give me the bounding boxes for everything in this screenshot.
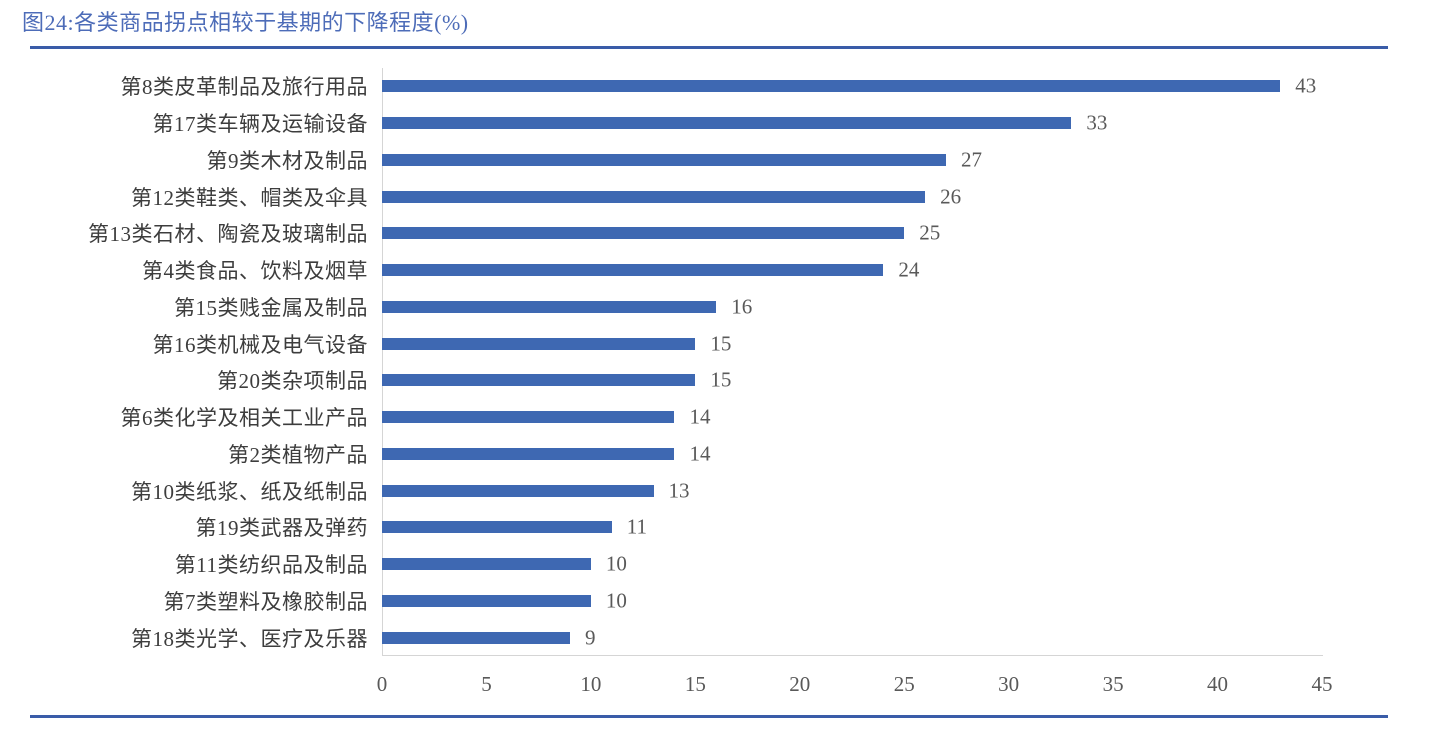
- bar-chart: 第8类皮革制品及旅行用品 43 第17类车辆及运输设备 33 第9类木材及制品 27 第12…: [0, 68, 1439, 718]
- bar-track: 26: [382, 178, 1322, 215]
- x-tick-label: 20: [789, 672, 811, 696]
- category-label: 第20类杂项制品: [217, 369, 368, 394]
- category-label: 第2类植物产品: [228, 442, 368, 467]
- x-tick-label: 10: [580, 672, 602, 696]
- chart-row: 第19类武器及弹药 11: [0, 509, 1439, 546]
- bar-track: 14: [382, 436, 1322, 473]
- category-label: 第19类武器及弹药: [195, 516, 368, 541]
- x-tick-label: 30: [998, 672, 1020, 696]
- top-divider: [30, 46, 1388, 49]
- bar: [382, 447, 675, 460]
- chart-row: 第6类化学及相关工业产品 14: [0, 399, 1439, 436]
- category-label: 第9类木材及制品: [206, 148, 368, 173]
- bar-track: 13: [382, 472, 1322, 509]
- bar: [382, 558, 591, 571]
- chart-row: 第13类石材、陶瓷及玻璃制品 25: [0, 215, 1439, 252]
- value-label: 14: [689, 404, 711, 429]
- value-label: 27: [961, 147, 982, 172]
- chart-row: 第11类纺织品及制品 10: [0, 546, 1439, 583]
- chart-row: 第10类纸浆、纸及纸制品 13: [0, 472, 1439, 509]
- chart-row: 第8类皮革制品及旅行用品 43: [0, 68, 1439, 105]
- value-label: 15: [710, 331, 732, 356]
- y-axis-line: [382, 68, 383, 656]
- value-label: 33: [1086, 110, 1108, 135]
- chart-row: 第20类杂项制品 15: [0, 362, 1439, 399]
- chart-row: 第16类机械及电气设备 15: [0, 325, 1439, 362]
- bar: [382, 374, 696, 387]
- category-label: 第12类鞋类、帽类及伞具: [131, 185, 368, 210]
- category-label: 第11类纺织品及制品: [174, 553, 368, 578]
- value-label: 15: [710, 367, 732, 392]
- chart-row: 第2类植物产品 14: [0, 436, 1439, 473]
- value-label: 43: [1295, 73, 1317, 98]
- category-label: 第17类车辆及运输设备: [152, 112, 368, 137]
- chart-row: 第9类木材及制品 27: [0, 142, 1439, 179]
- x-tick-label: 25: [893, 672, 915, 696]
- x-axis-line: [382, 655, 1323, 656]
- category-label: 第15类贱金属及制品: [174, 295, 368, 320]
- bar-track: 11: [382, 509, 1322, 546]
- bar: [382, 153, 946, 166]
- bar-track: 16: [382, 289, 1322, 326]
- category-label: 第13类石材、陶瓷及玻璃制品: [88, 222, 368, 247]
- bar-track: 43: [382, 68, 1322, 105]
- bar-track: 33: [382, 105, 1322, 142]
- bar: [382, 300, 717, 313]
- bar: [382, 631, 570, 644]
- bar: [382, 117, 1072, 130]
- category-label: 第6类化学及相关工业产品: [120, 406, 368, 431]
- bar: [382, 521, 612, 534]
- value-label: 10: [605, 551, 627, 576]
- value-label: 26: [940, 184, 962, 209]
- bar-track: 14: [382, 399, 1322, 436]
- chart-row: 第18类光学、医疗及乐器 9: [0, 619, 1439, 656]
- bar-track: 24: [382, 252, 1322, 289]
- x-tick-label: 40: [1207, 672, 1229, 696]
- bar-track: 9: [382, 619, 1322, 656]
- bar-track: 25: [382, 215, 1322, 252]
- x-tick-label: 5: [481, 672, 492, 696]
- bar-track: 15: [382, 362, 1322, 399]
- category-label: 第7类塑料及橡胶制品: [163, 589, 368, 614]
- figure-title: 图24:各类商品拐点相较于基期的下降程度(%): [22, 10, 469, 35]
- chart-rows: 第8类皮革制品及旅行用品 43 第17类车辆及运输设备 33 第9类木材及制品 27 第12…: [0, 68, 1439, 656]
- chart-row: 第12类鞋类、帽类及伞具 26: [0, 178, 1439, 215]
- bar: [382, 484, 654, 497]
- bar: [382, 80, 1281, 93]
- value-label: 11: [626, 514, 647, 539]
- value-label: 14: [689, 441, 711, 466]
- chart-row: 第4类食品、饮料及烟草 24: [0, 252, 1439, 289]
- bar: [382, 594, 591, 607]
- category-label: 第16类机械及电气设备: [152, 332, 368, 357]
- bar-track: 15: [382, 325, 1322, 362]
- chart-row: 第17类车辆及运输设备 33: [0, 105, 1439, 142]
- value-label: 10: [605, 588, 627, 613]
- x-tick-label: 0: [376, 672, 388, 696]
- x-axis-ticks: 0 5 10 15 20 25 30 35 40 45: [377, 672, 1333, 702]
- x-tick-label: 45: [1311, 672, 1333, 696]
- value-label: 13: [668, 478, 690, 503]
- value-label: 16: [731, 294, 753, 319]
- bar: [382, 411, 675, 424]
- bar: [382, 227, 905, 240]
- value-label: 9: [585, 625, 596, 650]
- x-tick-label: 35: [1102, 672, 1124, 696]
- category-label: 第10类纸浆、纸及纸制品: [131, 479, 368, 504]
- bar-track: 27: [382, 142, 1322, 179]
- x-tick-label: 15: [684, 672, 706, 696]
- bar-track: 10: [382, 583, 1322, 620]
- bar: [382, 190, 926, 203]
- value-label: 25: [919, 220, 941, 245]
- bar: [382, 264, 884, 277]
- bar-track: 10: [382, 546, 1322, 583]
- chart-row: 第15类贱金属及制品 16: [0, 289, 1439, 326]
- bar: [382, 337, 696, 350]
- chart-row: 第7类塑料及橡胶制品 10: [0, 583, 1439, 620]
- category-label: 第4类食品、饮料及烟草: [142, 259, 368, 284]
- bottom-divider: [30, 715, 1388, 718]
- category-label: 第18类光学、医疗及乐器: [131, 626, 368, 651]
- value-label: 24: [898, 257, 920, 282]
- category-label: 第8类皮革制品及旅行用品: [120, 75, 368, 100]
